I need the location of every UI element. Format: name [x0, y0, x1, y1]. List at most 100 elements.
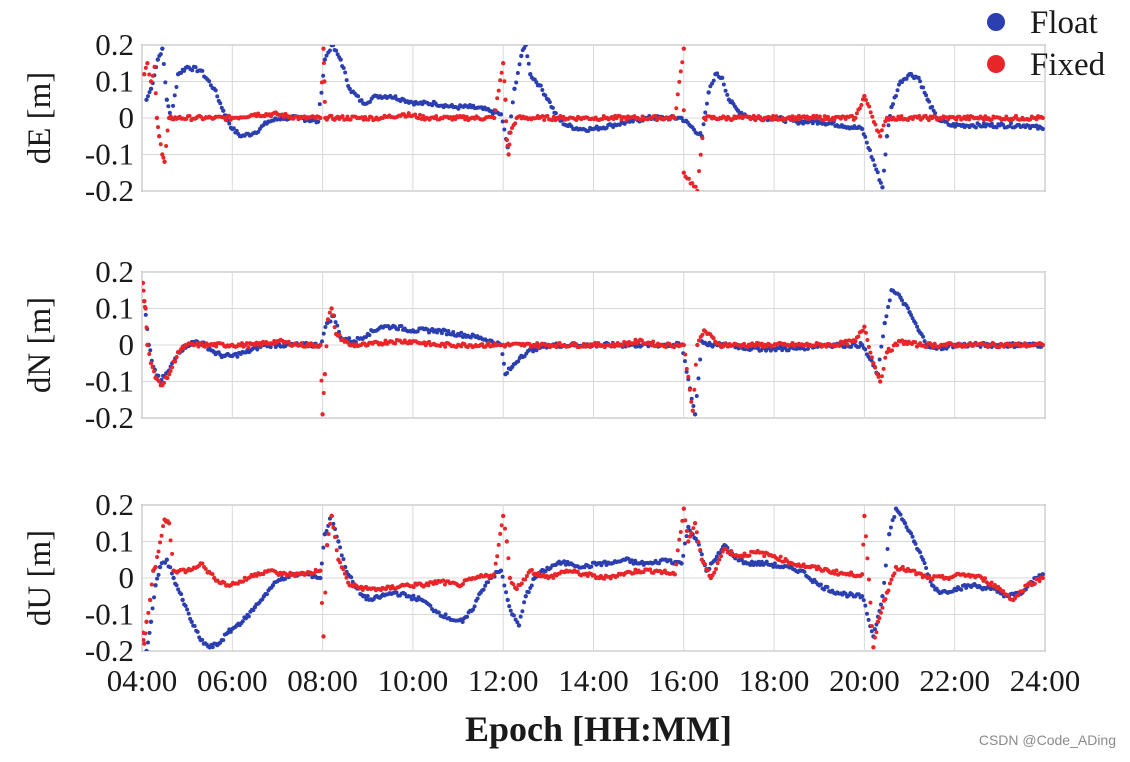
- data-point: [505, 370, 510, 375]
- data-point: [461, 114, 466, 119]
- data-point: [690, 181, 695, 186]
- data-point: [869, 624, 874, 629]
- data-point: [182, 346, 187, 351]
- data-point: [243, 615, 249, 621]
- data-point: [318, 575, 323, 581]
- data-point: [917, 113, 922, 118]
- data-point: [638, 117, 643, 122]
- data-point: [639, 338, 644, 343]
- data-point: [143, 306, 148, 311]
- data-point: [904, 76, 909, 81]
- data-point: [714, 554, 719, 559]
- data-point: [981, 117, 986, 122]
- data-point: [973, 125, 978, 130]
- data-point: [535, 341, 540, 346]
- data-point: [165, 376, 170, 381]
- data-point: [329, 513, 334, 519]
- data-point: [875, 619, 881, 624]
- data-point: [861, 598, 866, 603]
- data-point: [868, 600, 873, 605]
- data-point: [246, 345, 251, 350]
- data-point: [148, 86, 154, 92]
- data-point: [331, 525, 336, 530]
- data-point: [1040, 115, 1045, 121]
- data-point: [234, 128, 239, 133]
- data-point: [715, 71, 720, 76]
- data-point: [686, 374, 691, 379]
- data-point: [867, 104, 872, 109]
- data-point: [344, 78, 349, 83]
- data-point: [511, 613, 516, 618]
- data-point: [703, 117, 708, 122]
- data-point: [322, 99, 327, 104]
- data-point: [684, 534, 689, 539]
- data-point: [319, 378, 324, 383]
- data-point: [682, 541, 687, 546]
- data-point: [154, 115, 160, 121]
- y-tick-label: 0.2: [95, 487, 134, 522]
- data-point: [144, 325, 149, 330]
- data-point: [210, 572, 215, 577]
- data-point: [740, 554, 745, 559]
- data-point: [668, 558, 673, 563]
- data-point: [677, 79, 682, 84]
- data-point: [837, 344, 842, 349]
- data-point: [156, 572, 161, 577]
- data-point: [921, 334, 926, 339]
- data-point: [190, 68, 195, 73]
- data-point: [366, 117, 371, 122]
- data-point: [210, 645, 215, 650]
- data-point: [1006, 593, 1011, 598]
- data-point: [681, 553, 686, 558]
- data-point: [498, 568, 504, 573]
- data-point: [281, 114, 286, 119]
- data-point: [155, 57, 161, 62]
- panel-de: -0.2-0.100.10.2 dE [m]: [22, 27, 1046, 208]
- data-point: [187, 114, 192, 119]
- data-point: [1034, 123, 1039, 128]
- data-point: [164, 97, 170, 102]
- data-point: [519, 581, 524, 586]
- data-point: [885, 547, 890, 552]
- data-point: [695, 188, 700, 191]
- data-point: [715, 561, 720, 566]
- data-point: [881, 168, 886, 173]
- data-point: [553, 111, 558, 116]
- data-point: [509, 114, 514, 119]
- data-point: [625, 343, 630, 348]
- data-point: [409, 597, 414, 602]
- data-point: [534, 348, 539, 353]
- data-point: [681, 342, 686, 348]
- data-point: [729, 549, 734, 554]
- data-point: [299, 341, 304, 346]
- data-point: [218, 101, 223, 106]
- legend-label: Float: [1030, 5, 1098, 41]
- data-point: [321, 634, 326, 639]
- data-point: [845, 342, 850, 347]
- data-point: [174, 583, 179, 588]
- data-point: [704, 101, 709, 106]
- data-point: [863, 603, 868, 608]
- data-point: [692, 412, 698, 417]
- data-point: [172, 93, 177, 98]
- data-point: [684, 366, 689, 371]
- data-point: [880, 185, 885, 190]
- data-point: [529, 567, 534, 572]
- data-point: [853, 115, 858, 121]
- data-point: [160, 152, 165, 157]
- data-point: [323, 324, 328, 329]
- data-point: [868, 110, 873, 115]
- data-point: [698, 152, 703, 157]
- data-point: [771, 113, 776, 118]
- legend: Float Fixed: [987, 5, 1106, 83]
- data-point: [778, 554, 783, 559]
- data-point: [980, 124, 985, 129]
- legend-entry-fixed: Fixed: [987, 47, 1106, 83]
- data-point: [213, 88, 218, 93]
- data-point: [338, 545, 343, 550]
- data-point: [160, 46, 165, 51]
- data-point: [759, 559, 764, 564]
- data-point: [689, 531, 694, 536]
- data-point: [593, 340, 598, 345]
- data-point: [471, 607, 476, 612]
